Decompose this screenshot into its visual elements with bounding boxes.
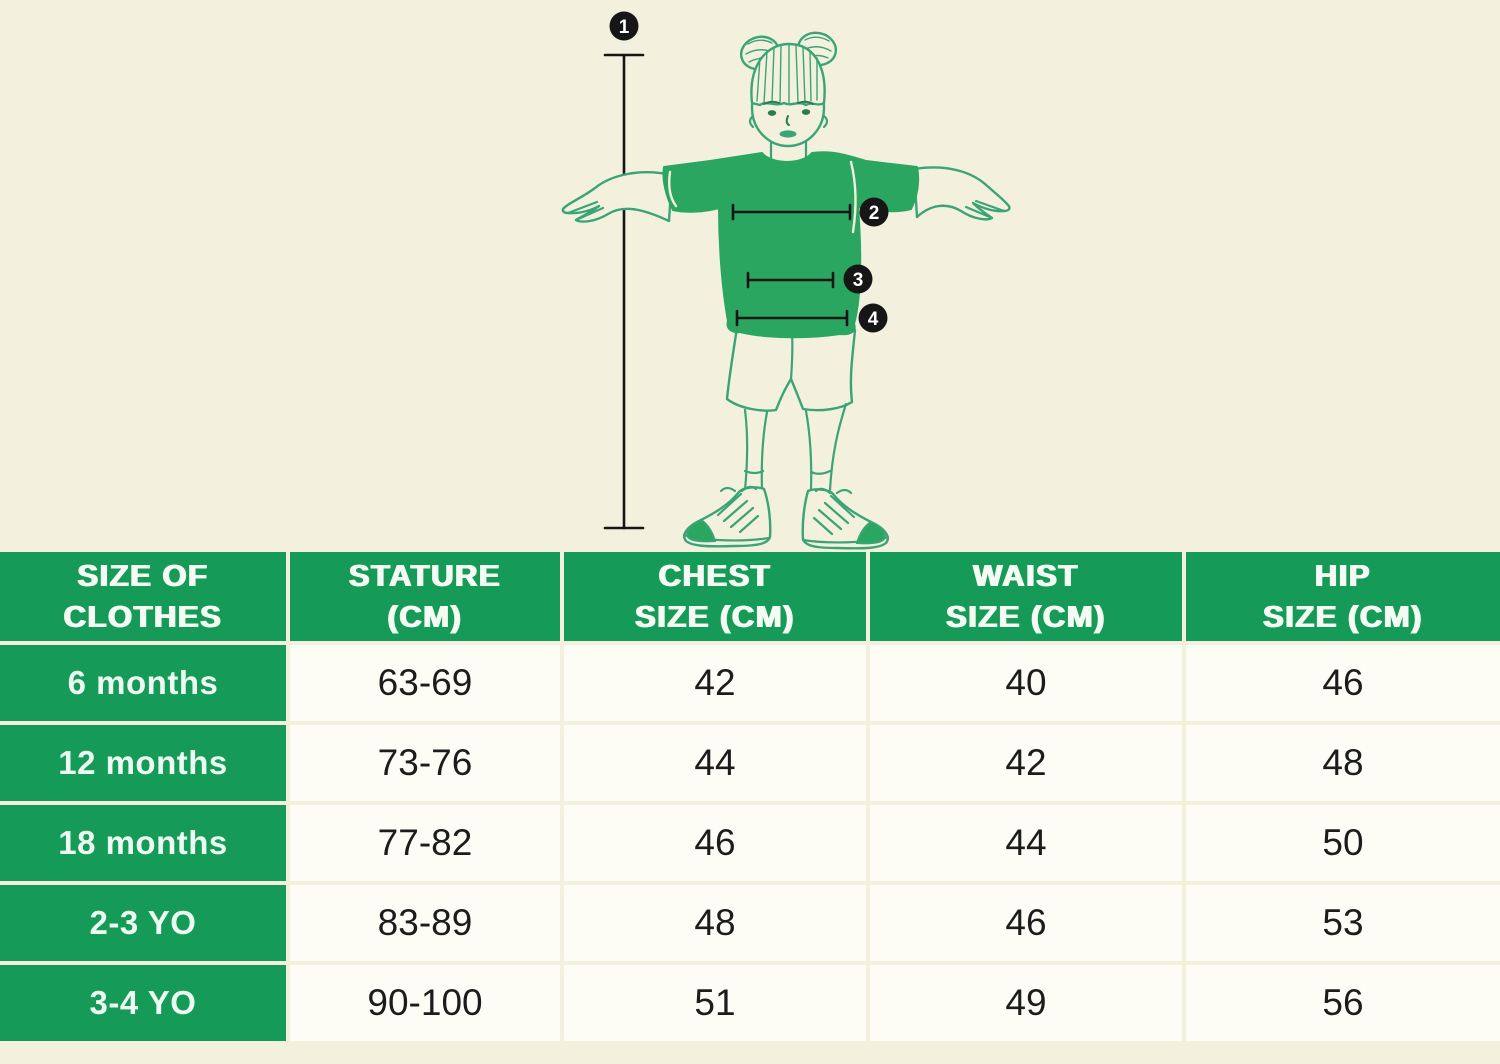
legs	[743, 402, 848, 492]
hip-measure-line	[735, 309, 849, 327]
header-hip-size: HIP SIZE (CM)	[1186, 552, 1500, 641]
chest-measure-line	[731, 203, 852, 221]
right-sneaker	[801, 487, 890, 550]
header-size-of-clothes: SIZE OF CLOTHES	[0, 552, 286, 641]
row-1-waist-cell: 42	[870, 725, 1182, 801]
row-1-size-label: 12 months	[0, 725, 286, 801]
row-4-stature-cell: 90-100	[290, 965, 560, 1041]
row-0-hip-cell: 46	[1186, 645, 1500, 721]
row-4-waist-cell: 49	[870, 965, 1182, 1041]
row-4-size-label: 3-4 YO	[0, 965, 286, 1041]
header-chest-size: CHEST SIZE (CM)	[564, 552, 866, 641]
row-1-hip-cell: 48	[1186, 725, 1500, 801]
header-waist-size: WAIST SIZE (CM)	[870, 552, 1182, 641]
row-3-size-label: 2-3 YO	[0, 885, 286, 961]
right-arm	[912, 166, 1011, 221]
svg-text:1: 1	[619, 17, 630, 38]
face	[763, 100, 814, 138]
marker-3-badge: 3	[843, 264, 873, 294]
child-figure	[561, 31, 1011, 550]
header-line: HIP	[1314, 557, 1372, 593]
row-0-chest-cell: 42	[564, 645, 866, 721]
row-3-hip-cell: 53	[1186, 885, 1500, 961]
row-3-stature-cell: 83-89	[290, 885, 560, 961]
header-line: SIZE (CM)	[635, 598, 795, 634]
row-2-chest-cell: 46	[564, 805, 866, 881]
row-4-hip-cell: 56	[1186, 965, 1500, 1041]
left-sneaker	[682, 485, 772, 548]
svg-text:2: 2	[869, 203, 880, 224]
hair	[750, 42, 826, 107]
size-table: SIZE OF CLOTHES STATURE (CM) CHEST SIZE …	[0, 552, 1500, 1041]
row-4-chest-cell: 51	[564, 965, 866, 1041]
marker-4-badge: 4	[858, 303, 888, 333]
header-line: CLOTHES	[63, 598, 223, 634]
header-stature: STATURE (CM)	[290, 552, 560, 641]
height-measure-line	[603, 53, 645, 530]
row-0-stature-cell: 63-69	[290, 645, 560, 721]
header-line: SIZE OF	[77, 557, 209, 593]
row-3-waist-cell: 46	[870, 885, 1182, 961]
row-0-size-label: 6 months	[0, 645, 286, 721]
row-0-waist-cell: 40	[870, 645, 1182, 721]
header-line: (CM)	[387, 598, 463, 634]
header-line: SIZE (CM)	[1263, 598, 1423, 634]
header-line: STATURE	[348, 557, 502, 593]
row-2-size-label: 18 months	[0, 805, 286, 881]
header-line: SIZE (CM)	[946, 598, 1106, 634]
head	[739, 31, 838, 148]
marker-1-badge: 1	[609, 11, 639, 41]
row-2-stature-cell: 77-82	[290, 805, 560, 881]
row-2-waist-cell: 44	[870, 805, 1182, 881]
left-arm	[561, 171, 674, 223]
child-measurement-illustration: 1 2 3 4	[561, 11, 1011, 550]
header-line: WAIST	[973, 557, 1079, 593]
marker-2-badge: 2	[859, 197, 889, 227]
row-1-chest-cell: 44	[564, 725, 866, 801]
row-2-hip-cell: 50	[1186, 805, 1500, 881]
svg-text:3: 3	[853, 270, 864, 291]
shorts	[725, 326, 857, 412]
row-1-stature-cell: 73-76	[290, 725, 560, 801]
row-3-chest-cell: 48	[564, 885, 866, 961]
waist-measure-line	[746, 271, 835, 289]
svg-text:4: 4	[868, 309, 879, 330]
header-line: CHEST	[658, 557, 772, 593]
